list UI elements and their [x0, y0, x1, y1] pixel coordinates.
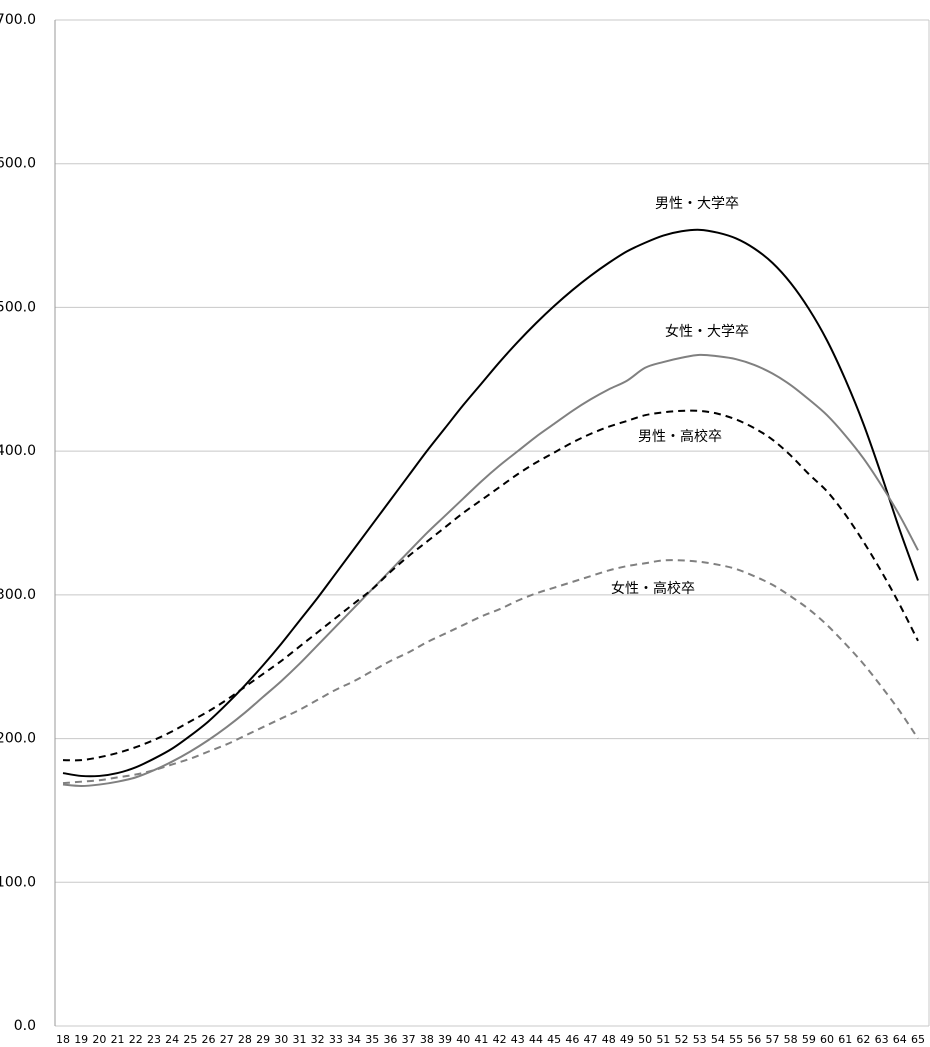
x-tick-label: 52 [675, 1033, 689, 1046]
x-tick-label: 47 [584, 1033, 598, 1046]
x-tick-label: 41 [474, 1033, 488, 1046]
x-tick-label: 25 [183, 1033, 197, 1046]
x-tick-label: 49 [620, 1033, 634, 1046]
y-tick-label: 500.0 [0, 299, 36, 315]
x-tick-label: 31 [292, 1033, 306, 1046]
x-tick-label: 65 [911, 1033, 925, 1046]
x-tick-label: 21 [111, 1033, 125, 1046]
x-tick-label: 23 [147, 1033, 161, 1046]
x-tick-label: 22 [129, 1033, 143, 1046]
x-tick-label: 62 [856, 1033, 870, 1046]
x-tick-label: 48 [602, 1033, 616, 1046]
x-tick-label: 64 [893, 1033, 907, 1046]
series-label: 男性・大学卒 [655, 196, 739, 212]
x-tick-label: 63 [875, 1033, 889, 1046]
y-tick-label: 400.0 [0, 443, 36, 459]
x-tick-label: 33 [329, 1033, 343, 1046]
x-tick-label: 59 [802, 1033, 816, 1046]
x-tick-label: 38 [420, 1033, 434, 1046]
y-tick-label: 300.0 [0, 587, 36, 603]
series-line [62, 228, 919, 778]
series-line [62, 353, 919, 787]
y-tick-label: 700.0 [0, 12, 36, 28]
x-tick-label: 61 [838, 1033, 852, 1046]
series-label: 女性・高校卒 [611, 580, 695, 597]
y-tick-label: 0.0 [14, 1018, 36, 1034]
x-tick-label: 44 [529, 1033, 543, 1046]
x-tick-label: 28 [238, 1033, 252, 1046]
x-tick-label: 45 [547, 1033, 561, 1046]
x-tick-label: 29 [256, 1033, 270, 1046]
x-tick-label: 55 [729, 1033, 743, 1046]
x-tick-label: 56 [747, 1033, 761, 1046]
series-label: 男性・高校卒 [638, 428, 722, 445]
x-tick-label: 36 [383, 1033, 397, 1046]
x-tick-label: 57 [765, 1033, 779, 1046]
x-tick-label: 40 [456, 1033, 470, 1046]
x-tick-label: 19 [74, 1033, 88, 1046]
x-tick-label: 53 [693, 1033, 707, 1046]
x-tick-label: 24 [165, 1033, 179, 1046]
x-tick-label: 54 [711, 1033, 725, 1046]
x-tick-label: 50 [638, 1033, 652, 1046]
y-tick-label: 100.0 [0, 874, 36, 890]
x-tick-label: 30 [274, 1033, 288, 1046]
x-tick-label: 34 [347, 1033, 361, 1046]
x-tick-label: 42 [493, 1033, 507, 1046]
x-tick-label: 27 [220, 1033, 234, 1046]
y-tick-label: 600.0 [0, 156, 36, 172]
x-tick-label: 58 [784, 1033, 798, 1046]
x-tick-label: 18 [56, 1033, 70, 1046]
x-tick-label: 51 [656, 1033, 670, 1046]
x-tick-label: 39 [438, 1033, 452, 1046]
x-tick-label: 32 [311, 1033, 325, 1046]
series-line [62, 409, 919, 762]
x-tick-label: 37 [402, 1033, 416, 1046]
series-line [62, 559, 919, 785]
y-tick-label: 200.0 [0, 731, 36, 747]
x-tick-label: 43 [511, 1033, 525, 1046]
x-tick-label: 26 [202, 1033, 216, 1046]
series-label: 女性・大学卒 [665, 323, 749, 340]
x-tick-label: 46 [565, 1033, 579, 1046]
x-tick-label: 35 [365, 1033, 379, 1046]
x-tick-label: 60 [820, 1033, 834, 1046]
x-tick-label: 20 [92, 1033, 106, 1046]
